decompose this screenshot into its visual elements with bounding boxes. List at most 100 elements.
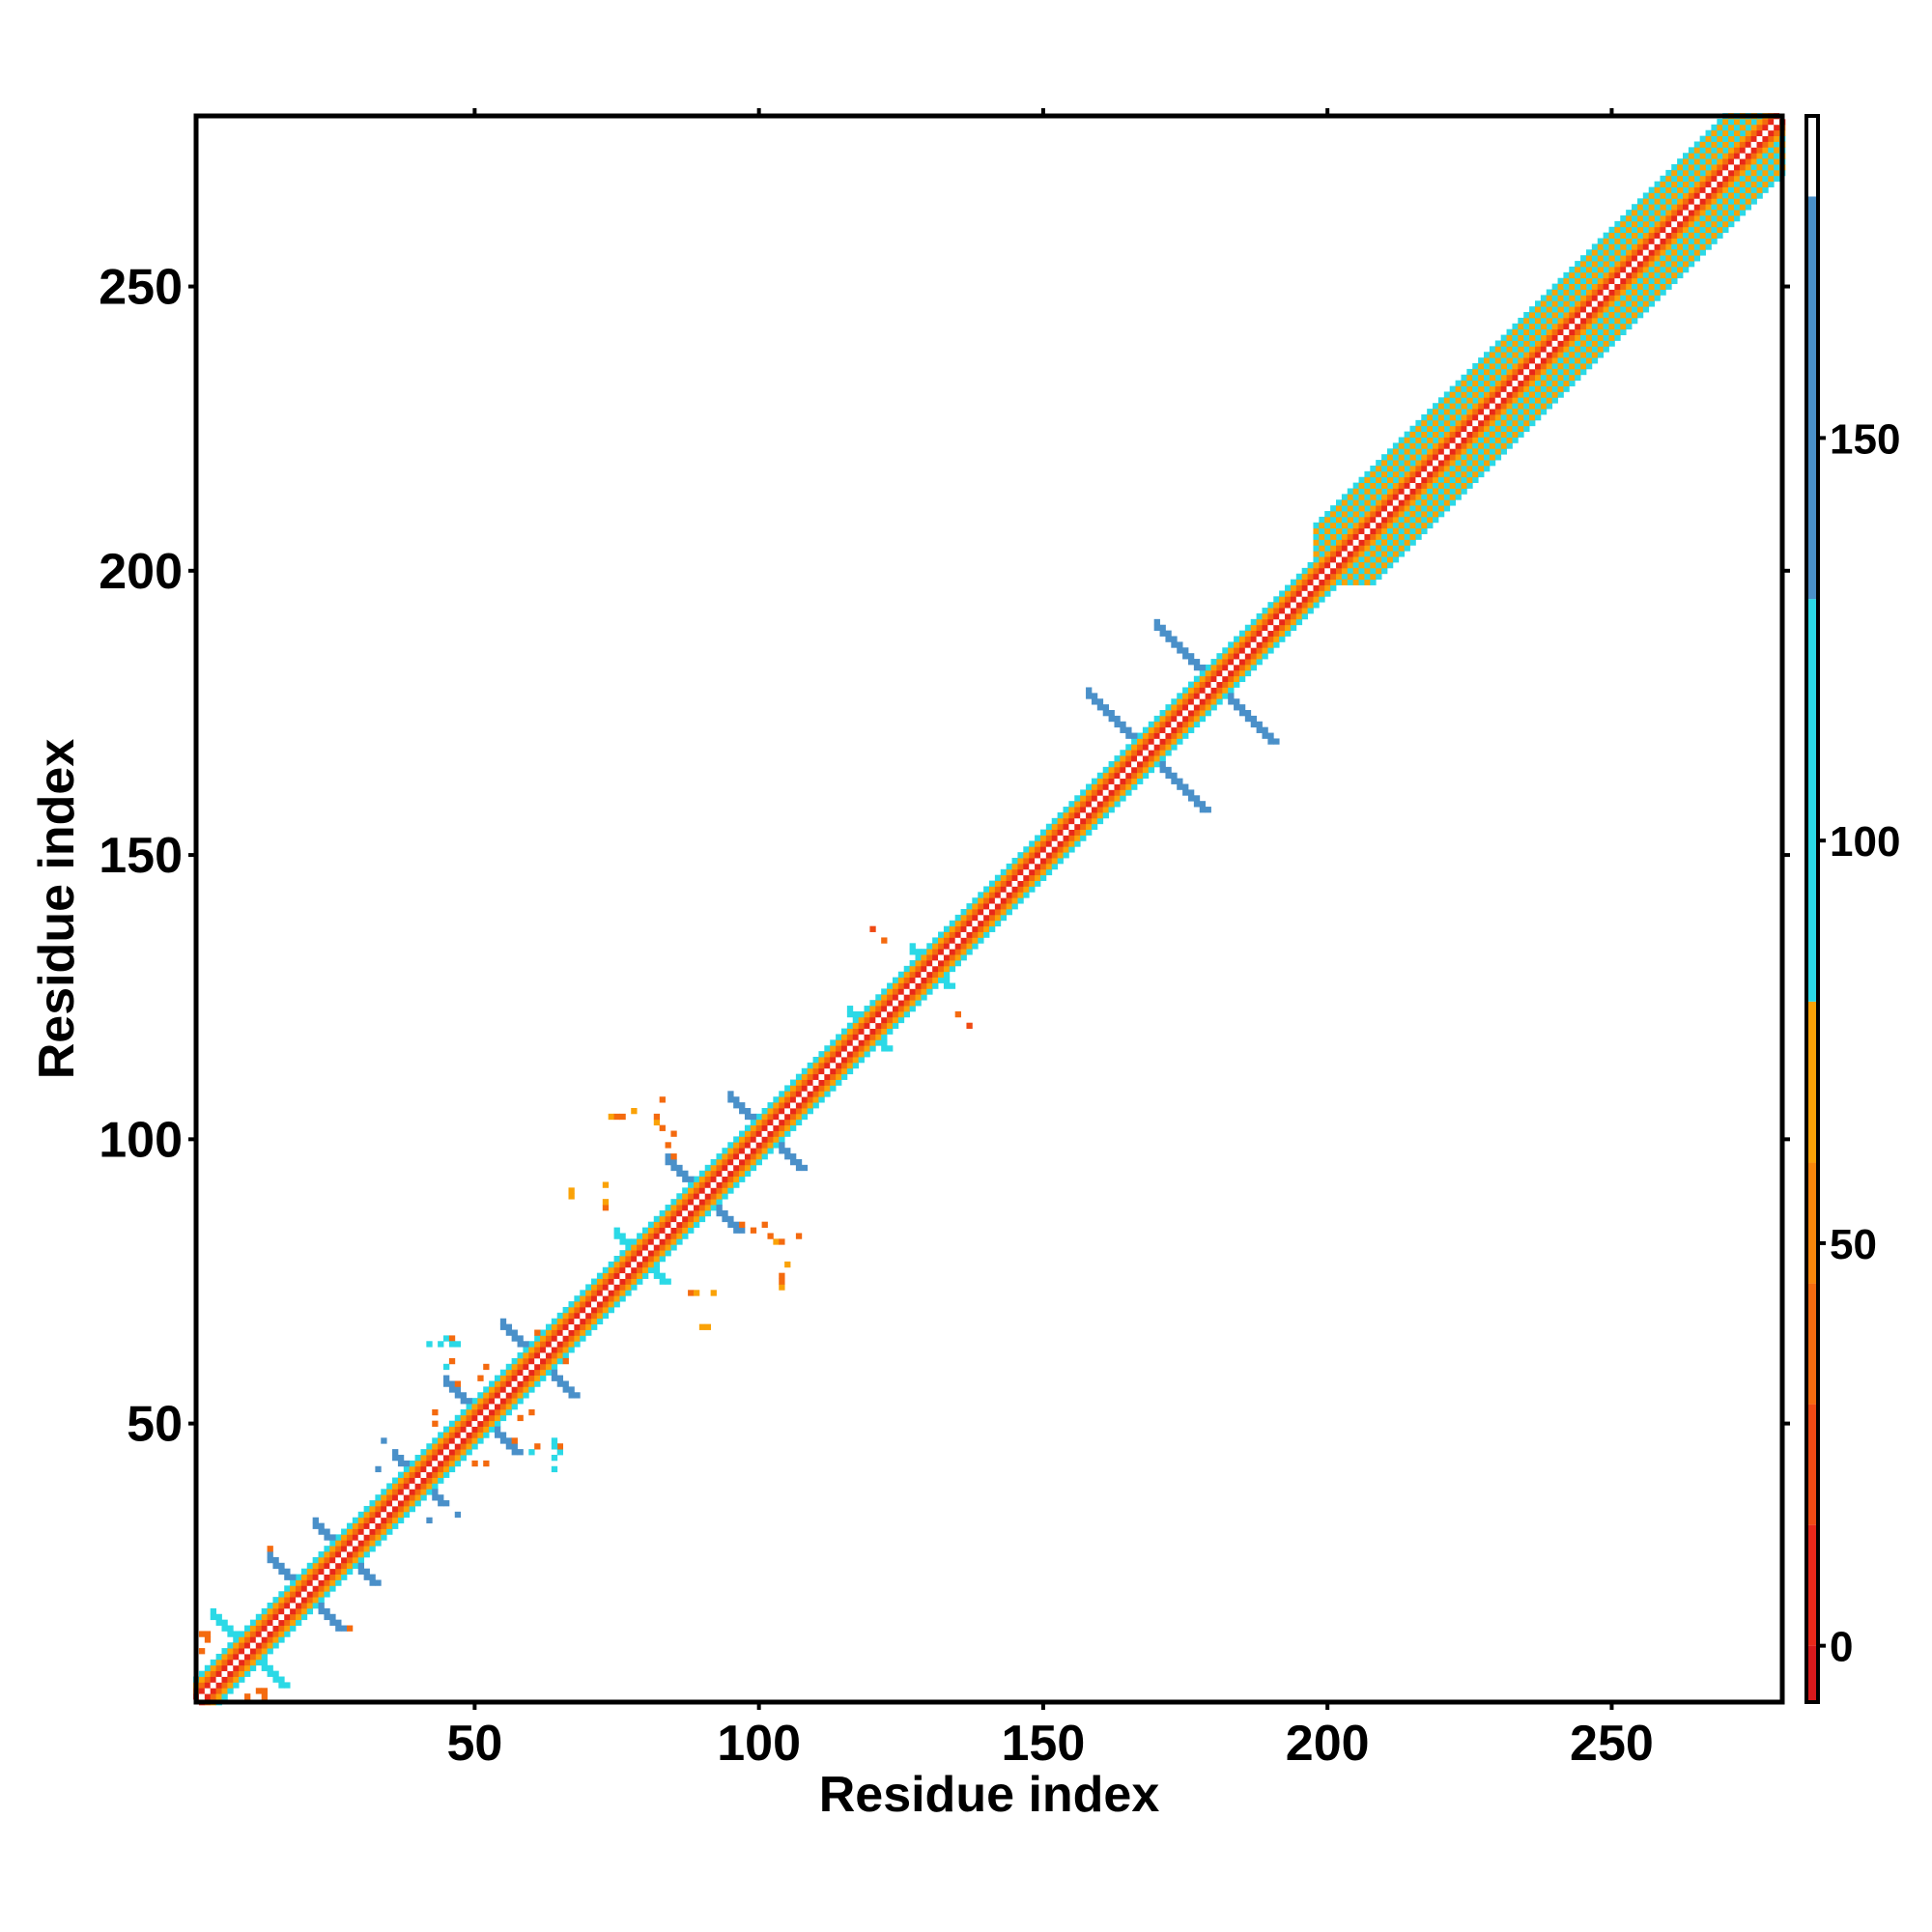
diagonal-cell — [346, 1522, 354, 1529]
diagonal-cell — [556, 1341, 564, 1348]
diagonal-cell — [1238, 659, 1246, 666]
diagonal-cell — [460, 1420, 467, 1427]
diagonal-cell — [528, 1375, 535, 1381]
helix-band-cell — [1347, 516, 1354, 524]
helix-band-cell — [1449, 488, 1456, 495]
cross-pattern-cell — [1199, 807, 1207, 813]
helix-band-cell — [1569, 277, 1576, 285]
helix-band-cell — [1466, 397, 1473, 404]
diagonal-cell — [215, 1659, 222, 1666]
helix-band-cell — [1489, 448, 1496, 455]
helix-band-cell — [1370, 551, 1377, 557]
helix-band-cell — [1358, 494, 1365, 500]
diagonal-cell — [1699, 204, 1706, 211]
diagonal-cell — [1585, 328, 1593, 335]
diagonal-cell — [596, 1278, 604, 1285]
helix-band-cell — [1739, 124, 1747, 131]
diagonal-cell — [1449, 425, 1456, 433]
diagonal-cell — [1102, 801, 1109, 808]
diagonal-cell — [773, 1096, 780, 1103]
diagonal-cell — [1722, 147, 1729, 154]
diagonal-cell — [454, 1454, 462, 1462]
helix-band-cell — [1688, 249, 1695, 256]
helix-band-cell — [1603, 238, 1609, 244]
helix-band-cell — [1620, 328, 1627, 335]
helix-band-cell — [1774, 158, 1780, 165]
helix-band-cell — [1762, 164, 1769, 171]
diagonal-cell — [1080, 795, 1087, 802]
helix-band-cell — [1677, 261, 1684, 268]
diagonal-cell — [1279, 630, 1286, 637]
helix-band-cell — [1745, 186, 1752, 193]
cross-pattern-cell — [505, 1437, 513, 1444]
scatter-cell — [779, 1238, 785, 1245]
diagonal-cell — [562, 1318, 569, 1325]
diagonal-cell — [1364, 522, 1371, 529]
helix-band-cell — [1404, 437, 1410, 443]
diagonal-cell — [1711, 175, 1718, 183]
helix-band-cell — [1427, 419, 1434, 427]
helix-band-cell — [1478, 454, 1485, 461]
diagonal-cell — [1648, 266, 1655, 273]
diagonal-cell — [489, 1392, 496, 1399]
diagonal-cell — [710, 1176, 717, 1182]
cross-pattern-cell — [369, 1579, 376, 1586]
diagonal-cell — [932, 949, 939, 955]
diagonal-cell — [1256, 612, 1263, 620]
scatter-cell — [511, 1437, 518, 1444]
diagonal-cell — [1017, 880, 1024, 887]
helix-band-cell — [1632, 289, 1638, 296]
diagonal-cell — [1187, 704, 1195, 711]
scatter-cell — [483, 1460, 490, 1467]
helix-band-cell — [1415, 505, 1422, 512]
diagonal-cell — [1398, 470, 1406, 478]
cross-pattern-cell — [733, 1221, 740, 1228]
diagonal-cell — [1023, 863, 1030, 870]
diagonal-cell — [647, 1250, 655, 1257]
diagonal-cell — [1279, 590, 1286, 597]
diagonal-cell — [932, 943, 939, 950]
diagonal-cell — [784, 1119, 791, 1126]
diagonal-cell — [1409, 494, 1416, 500]
diagonal-cell — [915, 988, 922, 995]
diagonal-cell — [392, 1522, 399, 1529]
diagonal-cell — [1011, 880, 1018, 887]
diagonal-cell — [483, 1420, 490, 1427]
helix-band-cell — [1466, 385, 1473, 392]
diagonal-cell — [244, 1670, 251, 1677]
diagonal-cell — [1563, 312, 1570, 319]
diagonal-cell — [1006, 874, 1012, 881]
diagonal-cell — [631, 1238, 638, 1245]
helix-band-cell — [1722, 141, 1729, 148]
helix-band-cell — [1494, 425, 1502, 433]
diagonal-cell — [1352, 556, 1359, 563]
diagonal-cell — [637, 1266, 643, 1274]
diagonal-cell — [1347, 522, 1354, 529]
diagonal-cell — [864, 1028, 870, 1035]
cross-pattern-cell — [1102, 710, 1109, 717]
scatter-cell — [688, 1290, 695, 1296]
cross-pattern-cell — [1171, 772, 1178, 780]
helix-band-cell — [1563, 277, 1570, 285]
helix-band-cell — [1603, 255, 1609, 262]
diagonal-cell — [972, 914, 979, 922]
diagonal-cell — [1398, 505, 1406, 512]
helix-band-cell — [1319, 522, 1325, 529]
helix-band-cell — [1688, 238, 1695, 244]
diagonal-cell — [1484, 425, 1491, 433]
diagonal-cell — [1051, 823, 1059, 831]
diagonal-cell — [1319, 584, 1325, 591]
helix-band-cell — [1421, 419, 1428, 427]
diagonal-cell — [352, 1551, 359, 1558]
diagonal-cell — [1210, 664, 1217, 671]
cross-pattern-cell — [1193, 801, 1201, 808]
diagonal-cell — [767, 1113, 774, 1121]
diagonal-cell — [840, 1062, 848, 1069]
helix-band-cell — [1358, 567, 1365, 575]
diagonal-cell — [1421, 470, 1428, 478]
cross-pattern-cell — [1267, 738, 1274, 745]
helix-band-cell — [1699, 226, 1706, 234]
helix-band-cell — [1569, 357, 1576, 364]
cross-pattern-cell — [665, 1153, 671, 1160]
diagonal-cell — [1688, 220, 1695, 228]
